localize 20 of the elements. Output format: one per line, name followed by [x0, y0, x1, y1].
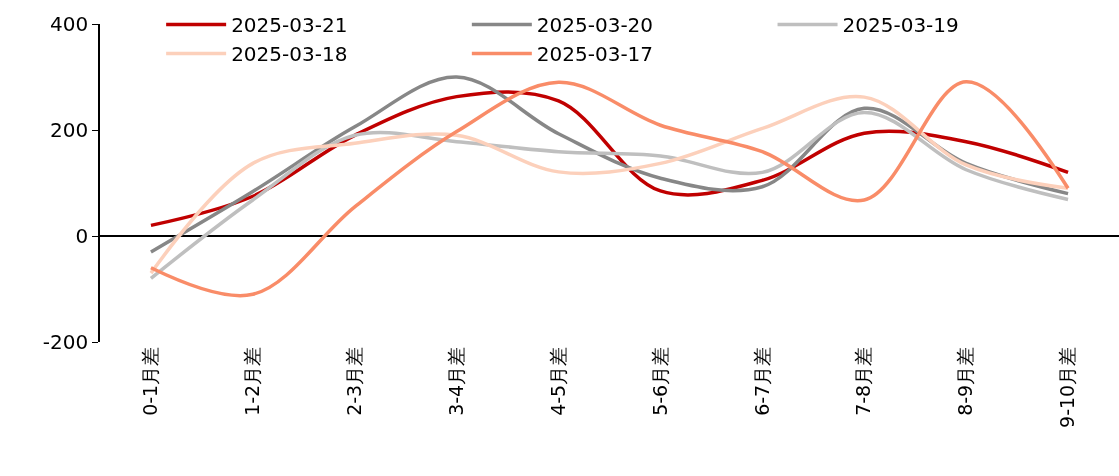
x-tick-label: 8-9月差 [954, 346, 977, 416]
x-tick-label: 2-3月差 [342, 346, 365, 416]
legend-label: 2025-03-19 [842, 13, 959, 38]
line-series [149, 80, 1070, 298]
x-tick-label: 6-7月差 [750, 346, 773, 416]
legend-label: 2025-03-20 [536, 13, 654, 38]
x-tick-label: 4-5月差 [546, 346, 569, 416]
legend-label: 2025-03-17 [536, 42, 654, 67]
legend-label: 2025-03-21 [231, 13, 348, 38]
x-tick-label: 5-6月差 [648, 346, 671, 416]
y-tick-label: 400 [50, 12, 89, 36]
x-tick-label: 0-1月差 [139, 346, 162, 416]
y-tick-label: 200 [50, 118, 89, 142]
x-tick-label: 1-2月差 [241, 346, 264, 416]
x-tick-label: 7-8月差 [852, 346, 875, 416]
y-tick-label: 0 [75, 224, 89, 248]
x-tick-label: 3-4月差 [444, 346, 467, 416]
y-tick-label: -200 [42, 330, 89, 354]
x-tick-label: 9-10月差 [1056, 346, 1079, 428]
legend-label: 2025-03-18 [231, 42, 348, 67]
